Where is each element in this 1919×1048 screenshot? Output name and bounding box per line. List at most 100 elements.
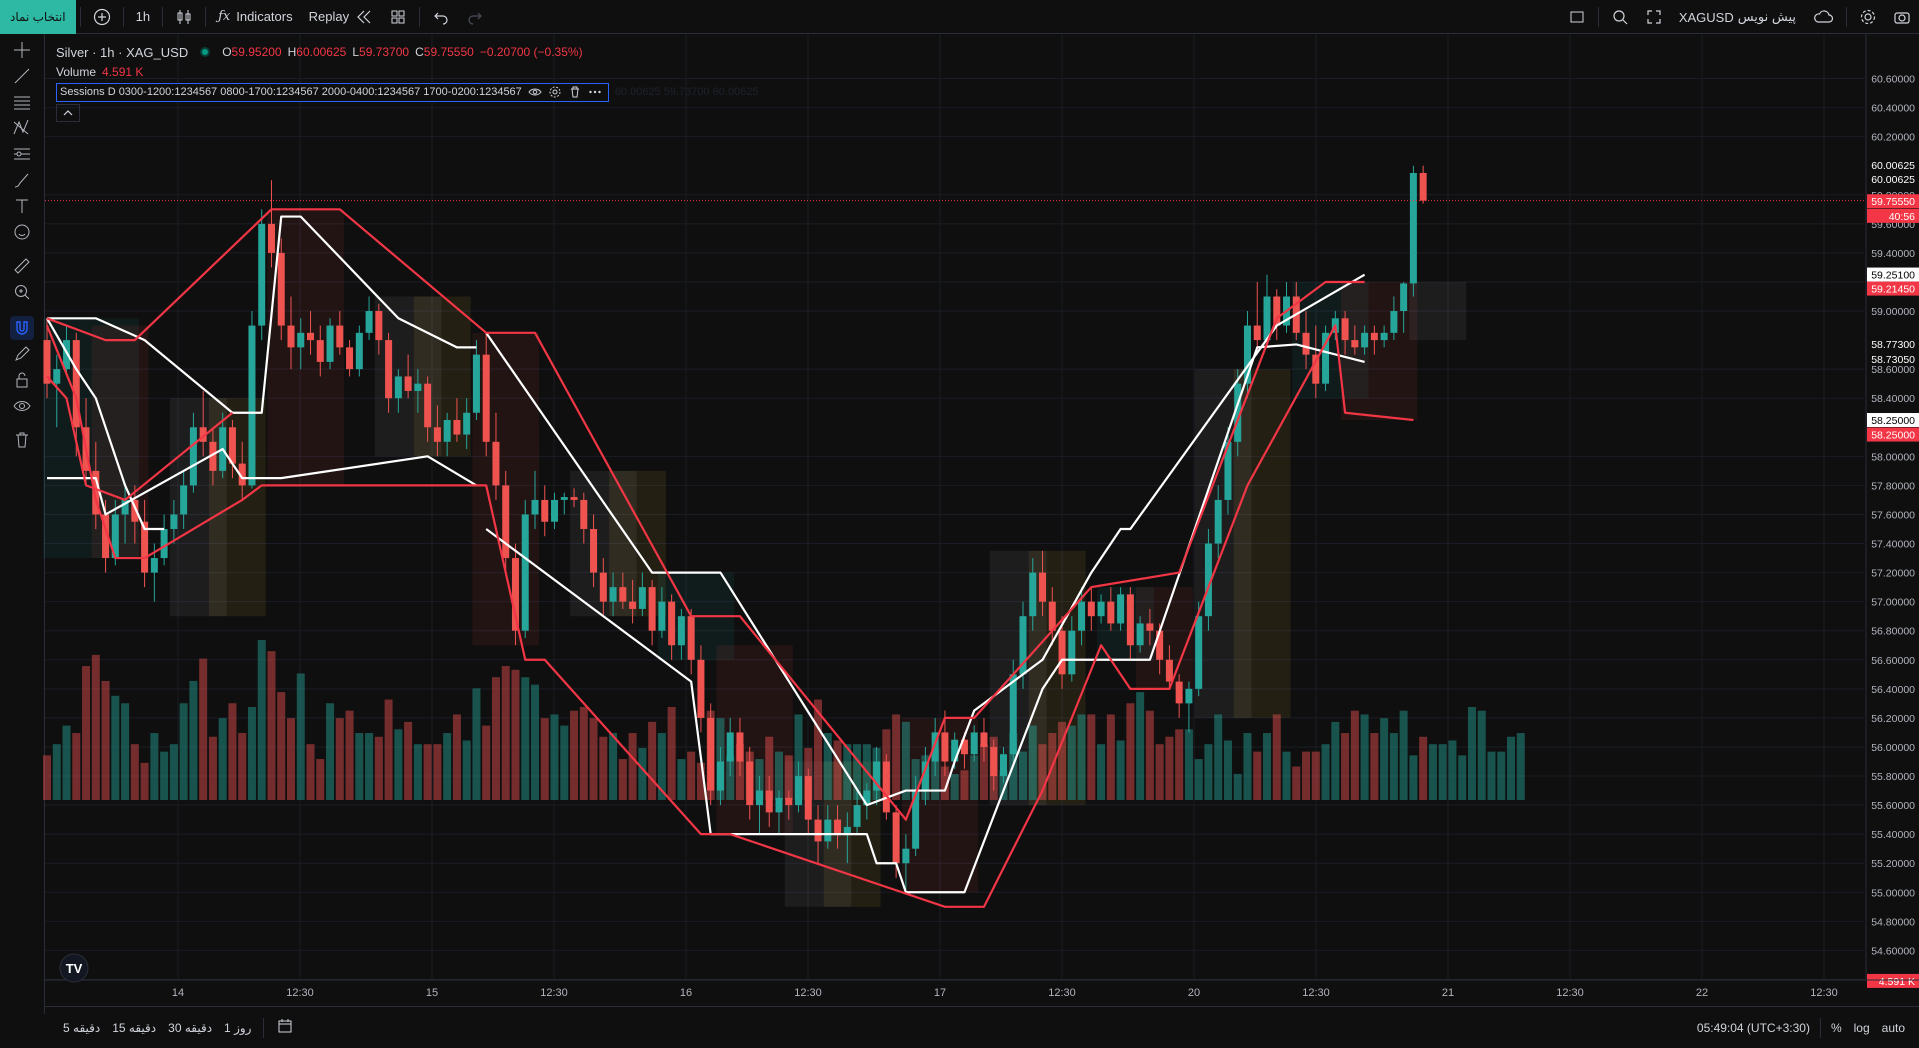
fullscreen-button[interactable] [1637,0,1671,34]
time-axis[interactable]: 14 12:30 15 12:30 16 12:30 17 12:30 20 12:30 21 12:… [45,979,1919,999]
symbol-title[interactable]: Silver · 1h · XAG_USD [56,44,189,60]
redo-button[interactable] [458,0,492,34]
pencil-lock-tool-icon[interactable] [10,342,34,366]
price-tick-label: 56.80000 [1871,626,1915,638]
sessions-indicator-box[interactable]: Sessions D 0300-1200:1234567 0800-1700:1… [56,82,609,102]
sessions-values: 60.00625 59.73700 60.00625 [614,86,759,98]
symbol-search-button[interactable]: انتخاب نماد [0,0,76,34]
trash-icon[interactable] [10,428,34,452]
candle-body [1312,354,1320,384]
add-symbol-button[interactable] [85,0,119,34]
undo-button[interactable] [424,0,458,34]
price-tick-label: 57.80000 [1871,480,1915,492]
candle-body [102,514,110,559]
candle-body [1361,332,1369,348]
crosshair-tool-icon[interactable] [10,38,34,62]
volume-bar [1067,725,1076,800]
candle-body [1078,601,1086,631]
volume-bar [1028,725,1037,800]
gear-icon[interactable] [548,85,562,99]
session-box [1409,281,1467,341]
range-1d-button[interactable]: 1 روز [224,1020,252,1035]
cloud-save-button[interactable] [1804,0,1842,34]
volume-bar [423,744,432,800]
range-5m-button[interactable]: 5 دقیقه [63,1020,101,1035]
volume-bar [404,721,413,800]
magnet-tool-icon[interactable] [10,316,34,340]
low-label: L [352,45,360,59]
candle-body [1409,172,1417,284]
draft-label[interactable]: XAGUSD پیش نویس [1671,0,1804,34]
tradingview-logo[interactable]: TV [59,953,89,983]
volume-bar [1380,718,1389,800]
timezone-clock[interactable]: 05:49:04 (UTC+3:30) [1696,1021,1810,1035]
log-scale-toggle[interactable]: log [1853,1021,1870,1035]
fullscreen-frame-button[interactable] [1560,0,1594,34]
goto-date-button[interactable] [270,1017,300,1038]
candle-body [1243,325,1251,384]
volume-bar [43,755,51,800]
eye-icon[interactable] [528,85,542,99]
candle-body [1234,383,1242,442]
snapshot-button[interactable] [1885,0,1919,34]
volume-bar [960,770,969,800]
volume-bar [1350,710,1359,800]
horizontal-lines-tool-icon[interactable] [10,90,34,114]
percent-scale-toggle[interactable]: % [1830,1021,1842,1035]
price-axis[interactable]: 60.6000060.4000060.2000059.8000059.60000… [1865,34,1919,988]
quick-search-button[interactable] [1603,0,1637,34]
candle-body [531,499,539,515]
indicators-button[interactable]: ƒ𝑥 Indicators [210,0,301,34]
session-box [208,398,266,617]
interval-button[interactable]: 1h [135,9,151,24]
candle-body [414,383,422,391]
settings-button[interactable] [1851,0,1885,34]
zoom-in-tool-icon[interactable] [10,280,34,304]
volume-bar [189,680,198,800]
collapse-legend-button[interactable] [56,104,80,122]
volume-bar [677,759,686,800]
chart-type-button[interactable] [167,0,201,34]
price-label: 60.00625 [1871,160,1915,172]
price-label-bg [1867,351,1919,366]
candle-body [882,761,890,813]
forecast-tool-icon[interactable] [10,142,34,166]
candle-body [560,497,568,500]
price-chart[interactable]: 60.6000060.4000060.2000059.8000059.60000… [0,34,1919,1006]
emoji-tool-icon[interactable] [10,220,34,244]
price-label: 59.25100 [1871,270,1915,282]
eye-icon[interactable] [10,394,34,418]
toolbar-divider [122,6,124,27]
text-tool-icon[interactable] [10,194,34,218]
pattern-tool-icon[interactable] [10,116,34,140]
candle-body [1322,332,1330,384]
volume-bar [1438,744,1447,800]
volume-bar [1399,710,1408,800]
candle-body [1087,601,1095,617]
volume-bar [540,718,549,800]
candle-body [326,325,334,362]
range-15m-button[interactable]: 15 دقیقه [112,1020,157,1035]
volume-bar [648,721,657,800]
trend-line-tool-icon[interactable] [10,64,34,88]
fx-icon: ƒ𝑥 [218,9,231,24]
price-label: 40:56 [1889,211,1915,223]
replay-button[interactable]: Replay [301,0,381,34]
volume-bar [306,744,315,800]
volume-label[interactable]: Volume [56,65,97,79]
time-tick-label: 22 [1696,987,1708,999]
layout-button[interactable] [381,0,415,34]
candle-body [1048,601,1056,631]
trash-icon[interactable] [568,85,582,99]
session-box [169,398,227,617]
chart-grid [45,34,1864,980]
candle-body [716,761,724,791]
brush-tool-icon[interactable] [10,168,34,192]
ruler-tool-icon[interactable] [10,254,34,278]
volume-bar [238,733,247,800]
price-tick-label: 55.80000 [1871,771,1915,783]
lock-icon[interactable] [10,368,34,392]
range-30m-button[interactable]: 30 دقیقه [168,1020,213,1035]
auto-scale-toggle[interactable]: auto [1881,1021,1905,1035]
more-icon[interactable] [588,85,602,99]
